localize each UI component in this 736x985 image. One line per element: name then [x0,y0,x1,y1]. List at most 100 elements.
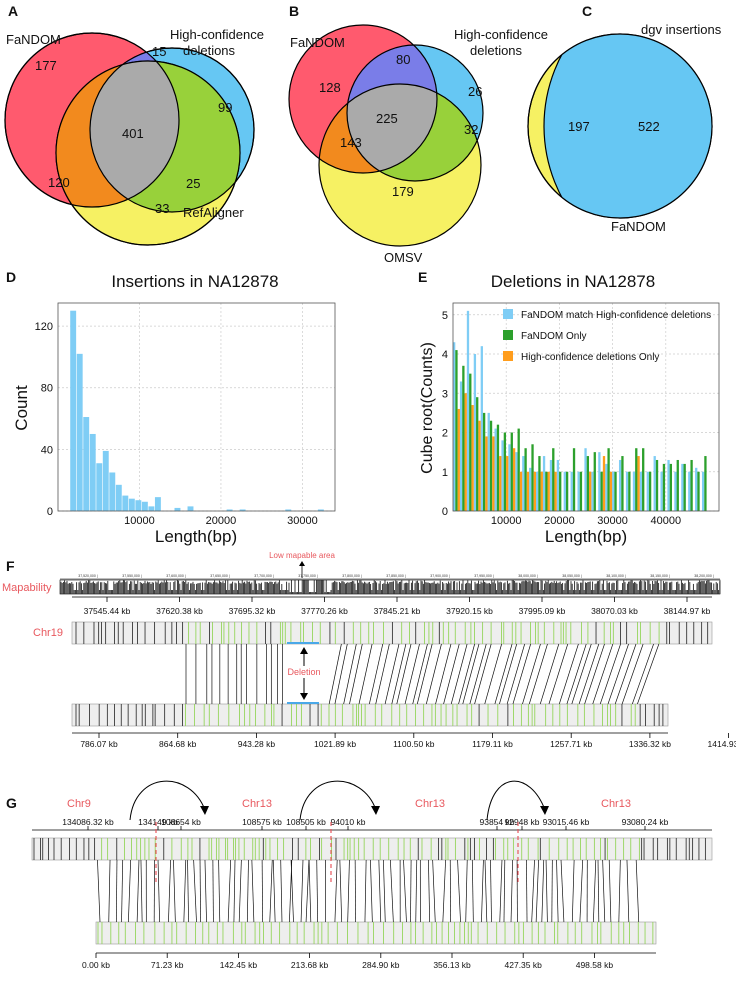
g-align-line [526,859,528,923]
chart-e-bar-match [466,310,470,511]
chart-d-ytick-label: 0 [47,506,53,518]
f-align-line [506,643,526,705]
chart-e-bar-match [632,471,636,511]
g-chr-label-2: Chr13 [242,798,272,810]
chart-e-bar-match [473,354,477,511]
chart-e-bar-match [535,471,539,511]
g-align-line [432,859,436,923]
chart-d-ticks: 10000 20000 30000 0 40 80 120 [35,321,318,527]
f-top-tick-label: 38144.97 kb [664,606,711,616]
chart-e-bar-match [688,471,691,511]
chart-e-bar-match [494,428,497,511]
legend-swatch-match [503,309,513,319]
chart-e-bar-hc-only [499,456,502,511]
chart-e-bar-fandom-only [565,471,569,511]
chart-d-grid [58,303,335,512]
g-align-line [560,859,565,923]
chart-d-bar [226,509,233,511]
f-align-line [571,643,592,705]
f-align-line [369,643,384,705]
mapability-tick-label: 38,100,000 | [606,574,625,578]
g-align-line [305,859,310,923]
f-align-line [494,643,513,705]
venn-a-value-center: 401 [122,126,144,141]
chart-e-bar-match [639,471,643,511]
g-align-line [545,859,548,923]
mapability-tick-label: 37,650,000 | [210,574,229,578]
g-align-line [618,859,621,923]
legend-label-fandom-only: FaNDOM Only [521,331,587,342]
f-align-line [384,643,400,705]
g-align-line [635,859,640,923]
venn-b-value-orange: 143 [340,135,362,150]
panel-d-letter: D [6,269,16,285]
chart-e-bar-fandom-only [697,471,700,511]
g-align-line [115,859,118,923]
f-bottom-tick-label: 864.68 kb [159,739,197,749]
f-reference-marks [75,622,709,644]
venn-c-dgv-region [543,34,712,218]
chart-d-bar [239,509,246,511]
chart-e-xtick-label: 10000 [491,515,522,527]
g-align-line [541,859,545,923]
g-align-line [465,859,468,923]
chart-e-ytick-label: 5 [442,310,448,322]
chart-e-bar-match [674,471,677,511]
f-chr-label: Chr19 [33,627,63,639]
venn-b-value-center: 225 [376,111,398,126]
f-align-line [621,643,644,705]
venn-a-value-yellow: 33 [155,201,169,216]
panel-e-letter: E [418,269,427,285]
chart-e-bar-fandom-only [635,448,638,511]
g-align-line [597,859,600,923]
g-query-track [95,921,657,945]
chart-e-bar-match [556,459,560,511]
chart-e-bar-match [618,459,622,511]
f-align-line [566,643,587,705]
g-align-line [212,859,214,923]
chart-d-bar [174,507,181,511]
g-align-line [378,859,382,923]
chart-e-xtick-label: 30000 [597,515,628,527]
g-align-line [334,859,338,923]
chart-e-bar-hc-only [519,471,523,511]
chart-e-xtick-label: 20000 [544,515,575,527]
f-align-line [474,643,492,705]
g-align-line [370,859,373,923]
chart-e-bar-match [605,463,608,511]
chart-e-bar-fandom-only [628,471,631,511]
f-align-line [404,643,420,705]
f-align-line [484,643,502,705]
g-align-line [364,859,367,923]
f-align-line [425,643,442,705]
chart-e-title: Deletions in NA12878 [491,272,655,291]
chart-e-bar-hc-only [492,436,495,511]
chart-e-bar-fandom-only [572,448,576,511]
chart-e-bar-hc-only [471,405,474,511]
g-align-line [428,859,431,923]
chart-e-bar-match [570,471,573,511]
chart-e-bar-fandom-only [455,350,458,511]
panel-c-venn: C dgv insertions FaNDOM 197 522 [527,3,722,234]
g-align-line [571,859,575,923]
g-align-line [108,859,111,923]
f-top-tick-label: 37995.09 kb [519,606,566,616]
f-align-line [334,643,348,705]
panel-d-histogram: D Insertions in NA12878 10000 20000 30000 0… [6,269,336,546]
f-bottom-tick-label: 1021.89 kb [314,739,356,749]
f-top-tick-label: 37920.15 kb [446,606,493,616]
f-align-line [558,643,579,705]
g-align-line [187,859,189,923]
chart-e-bar-fandom-only [683,463,686,511]
g-top-tick-label: 134086.32 kb [62,817,114,827]
chart-e-bar-hc-only [478,420,481,511]
chart-e-bar-match [549,459,553,511]
chart-e-bar-match [577,471,580,511]
chart-e-bar-match [660,471,663,511]
g-bottom-tick-label: 356.13 kb [433,960,471,970]
chart-e-bar-fandom-only [482,412,486,511]
chart-e-bar-fandom-only [469,373,472,511]
g-align-line [199,859,201,923]
chart-d-bar [122,495,129,511]
